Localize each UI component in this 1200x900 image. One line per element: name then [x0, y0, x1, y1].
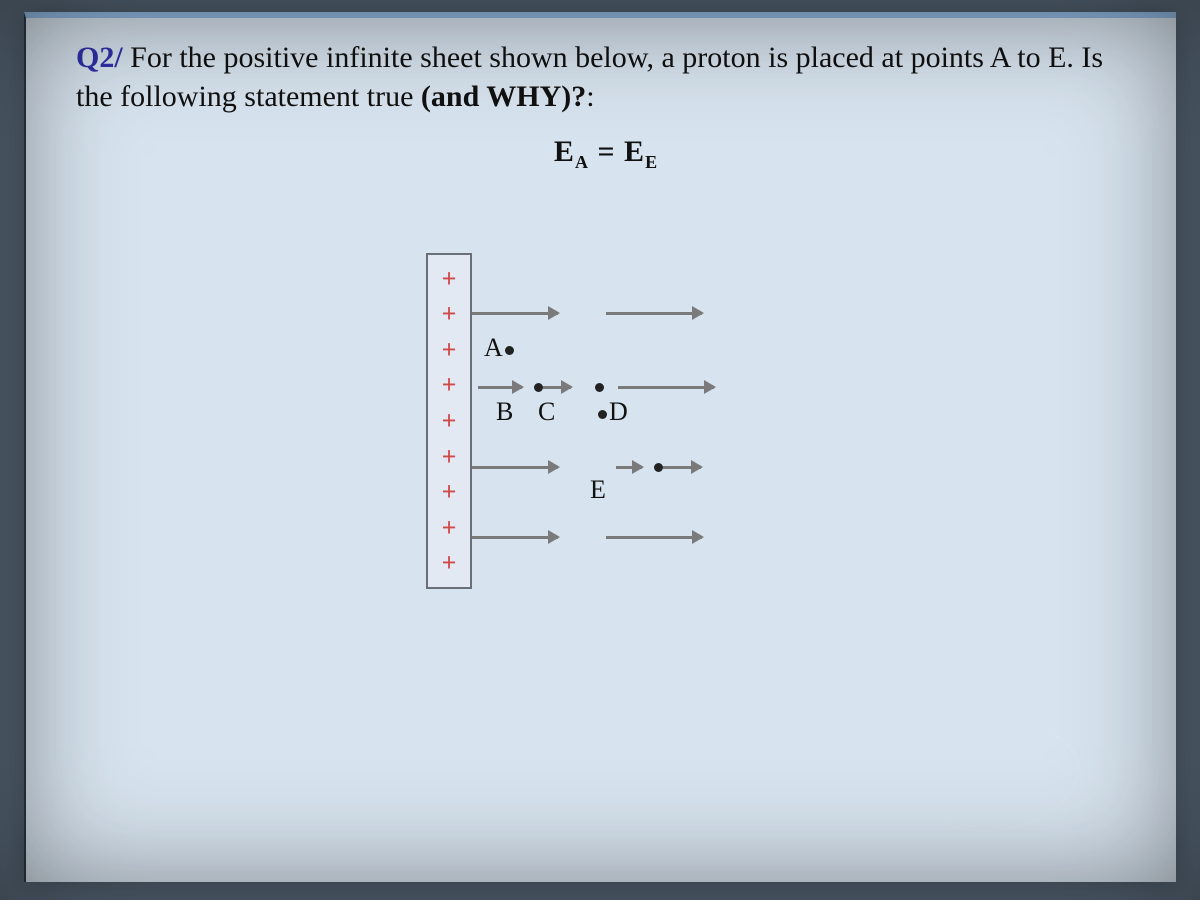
field-arrow-icon: [606, 536, 702, 539]
field-line-row: [472, 375, 726, 399]
gap: [570, 467, 606, 468]
plus-icon: +: [442, 266, 457, 292]
plus-icon: +: [442, 479, 457, 505]
gap: [570, 537, 606, 538]
point-D-dot: [598, 410, 607, 419]
plus-icon: +: [442, 337, 457, 363]
plus-icon: +: [442, 515, 457, 541]
point-A-dot: [505, 346, 514, 355]
label-E: E: [590, 475, 606, 505]
point-dot: [654, 463, 663, 472]
charged-plate: + + + + + + + + +: [426, 253, 472, 589]
gap: [604, 387, 618, 388]
page: Q2/ For the positive infinite sheet show…: [24, 12, 1176, 882]
question-why: (and WHY)?: [421, 80, 586, 113]
field-line-row: [472, 525, 714, 549]
eq-right-sub: E: [645, 152, 658, 172]
point-dot: [595, 383, 604, 392]
field-arrow-icon: [663, 466, 701, 469]
diagram: + + + + + + + + + A B C D E: [426, 253, 826, 653]
plus-icon: +: [442, 444, 457, 470]
eq-right-base: E: [624, 135, 645, 168]
field-line-row: [472, 301, 714, 325]
field-line-row: [472, 455, 713, 479]
label-B: B: [496, 397, 513, 427]
gap: [583, 387, 595, 388]
label-D: D: [598, 397, 628, 427]
eq-left-base: E: [554, 135, 575, 168]
equation: EA = EE: [76, 132, 1136, 174]
label-A: A: [484, 333, 514, 363]
field-arrow-icon: [616, 466, 642, 469]
eq-equals: =: [589, 135, 624, 168]
label-D-text: D: [609, 397, 628, 426]
point-dot: [534, 383, 543, 392]
plus-icon: +: [442, 550, 457, 576]
plus-icon: +: [442, 408, 457, 434]
field-arrow-icon: [606, 312, 702, 315]
eq-left-sub: A: [575, 152, 589, 172]
question-colon: :: [586, 80, 594, 113]
gap: [606, 467, 616, 468]
field-arrow-icon: [472, 536, 558, 539]
field-arrow-icon: [472, 312, 558, 315]
field-arrow-icon: [478, 386, 522, 389]
field-arrow-icon: [618, 386, 714, 389]
plus-icon: +: [442, 372, 457, 398]
question-text: Q2/ For the positive infinite sheet show…: [76, 38, 1136, 174]
label-C: C: [538, 397, 555, 427]
label-A-text: A: [484, 333, 503, 362]
plus-icon: +: [442, 301, 457, 327]
gap: [570, 313, 606, 314]
field-arrow-icon: [543, 386, 571, 389]
question-number: Q2/: [76, 41, 123, 74]
field-arrow-icon: [472, 466, 558, 469]
